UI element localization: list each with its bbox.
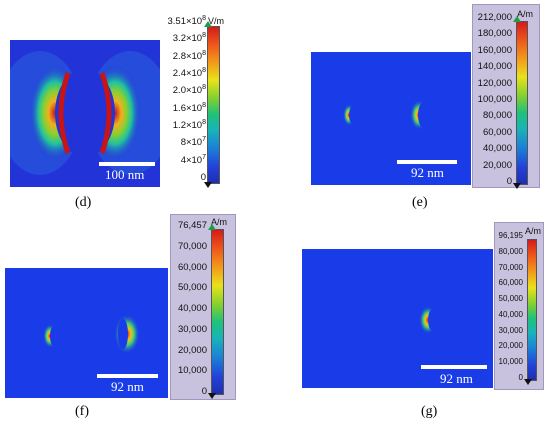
scale-bar-label-e: 92 nm xyxy=(411,165,444,180)
colorbar-tick-e: 100,000 xyxy=(477,94,512,105)
panel-label-f: (f) xyxy=(75,404,89,419)
colorbar-tick-g: 40,000 xyxy=(498,309,523,319)
colorbar-tick-f: 10,000 xyxy=(177,365,207,377)
panel-label-g: (g) xyxy=(421,404,438,419)
colorbar-tick-f: 0 xyxy=(201,386,207,397)
colorbar-tick-f: 40,000 xyxy=(177,303,207,314)
min-marker-f xyxy=(208,393,216,399)
max-marker-e xyxy=(513,16,521,22)
min-marker-d xyxy=(204,182,212,188)
colorbar-tick-g: 96,195 xyxy=(498,231,523,240)
panel-label-e: (e) xyxy=(412,195,428,210)
colorbar-tick-f: 30,000 xyxy=(177,323,207,335)
colorbar-tick-d: 2.4×108 xyxy=(172,67,206,79)
colorbar-unit-g: A/m xyxy=(525,226,542,236)
scale-bar-g xyxy=(421,365,487,369)
colorbar-tick-d: 2.0×108 xyxy=(172,84,206,97)
scale-bar-d xyxy=(99,162,155,166)
colorbar-tick-e: 20,000 xyxy=(482,159,512,171)
colorbar-tick-d: 4×107 xyxy=(180,153,206,166)
colorbar-unit-f: A/m xyxy=(211,217,228,227)
colorbar-tick-d: 8×107 xyxy=(180,136,206,149)
colorbar-unit-e: A/m xyxy=(517,9,534,19)
colorbar-tick-g: 30,000 xyxy=(498,325,523,335)
max-marker-f xyxy=(208,224,216,230)
colorbar-g: A/m 96,195 80,000 70,000 60,000 50,000 40,000… xyxy=(494,222,544,390)
colorbar-tick-e: 120,000 xyxy=(477,77,512,89)
colorbar-f: A/m 76,457 70,000 60,000 50,000 40,000 30,000… xyxy=(170,214,236,400)
colorbar-tick-g: 50,000 xyxy=(498,294,523,304)
colorbar-gradient-e xyxy=(516,21,528,185)
colorbar-tick-e: 212,000 xyxy=(477,12,512,23)
colorbar-tick-e: 80,000 xyxy=(482,110,512,122)
scale-bar-label-d: 100 nm xyxy=(105,167,145,182)
colorbar-tick-e: 60,000 xyxy=(482,126,512,138)
colorbar-tick-e: 160,000 xyxy=(477,44,512,56)
min-marker-g xyxy=(524,379,532,385)
min-marker-e xyxy=(513,183,521,189)
colorbar-tick-e: 140,000 xyxy=(477,61,512,73)
field-map-e xyxy=(311,52,471,185)
colorbar-tick-d: 3.2×108 xyxy=(172,32,206,45)
colorbar-tick-d: 2.8×108 xyxy=(172,49,206,62)
colorbar-tick-f: 70,000 xyxy=(177,240,207,252)
colorbar-tick-e: 180,000 xyxy=(477,28,512,40)
colorbar-tick-f: 50,000 xyxy=(177,282,207,294)
colorbar-tick-g: 80,000 xyxy=(498,246,523,256)
colorbar-tick-g: 60,000 xyxy=(498,278,523,288)
colorbar-tick-d: 1.2×108 xyxy=(172,119,206,131)
panel-label-d: (d) xyxy=(75,195,92,210)
colorbar-tick-g: 20,000 xyxy=(498,341,523,351)
colorbar-gradient-f xyxy=(211,229,224,395)
colorbar-tick-d: 0 xyxy=(200,172,206,183)
colorbar-tick-g: 70,000 xyxy=(498,262,523,272)
colorbar-d: V/m 3.51×108 3.2×108 2.8×108 2.4×108 2.0×108… xyxy=(160,8,230,190)
colorbar-tick-f: 20,000 xyxy=(177,344,207,356)
colorbar-tick-e: 0 xyxy=(506,176,512,187)
colorbar-tick-g: 0 xyxy=(518,373,523,382)
colorbar-tick-g: 10,000 xyxy=(498,357,523,367)
colorbar-gradient-d xyxy=(207,26,220,184)
scale-bar-f xyxy=(97,374,158,378)
scale-bar-label-f: 92 nm xyxy=(111,379,144,394)
colorbar-tick-d: 1.6×108 xyxy=(172,101,206,114)
colorbar-tick-f: 76,457 xyxy=(177,220,207,231)
colorbar-gradient-g xyxy=(527,239,537,381)
max-marker-d xyxy=(204,21,212,27)
scale-bar-label-g: 92 nm xyxy=(440,371,473,386)
colorbar-e: A/m 212,000 180,000 160,000 140,000 120,000 1… xyxy=(472,4,540,189)
field-map-d xyxy=(10,40,160,187)
field-map-g xyxy=(302,249,493,388)
colorbar-unit-d: V/m xyxy=(208,16,225,26)
colorbar-tick-d: 3.51×108 xyxy=(167,15,206,27)
scale-bar-e xyxy=(397,160,457,164)
colorbar-tick-f: 60,000 xyxy=(177,261,207,273)
colorbar-tick-e: 40,000 xyxy=(482,143,512,155)
